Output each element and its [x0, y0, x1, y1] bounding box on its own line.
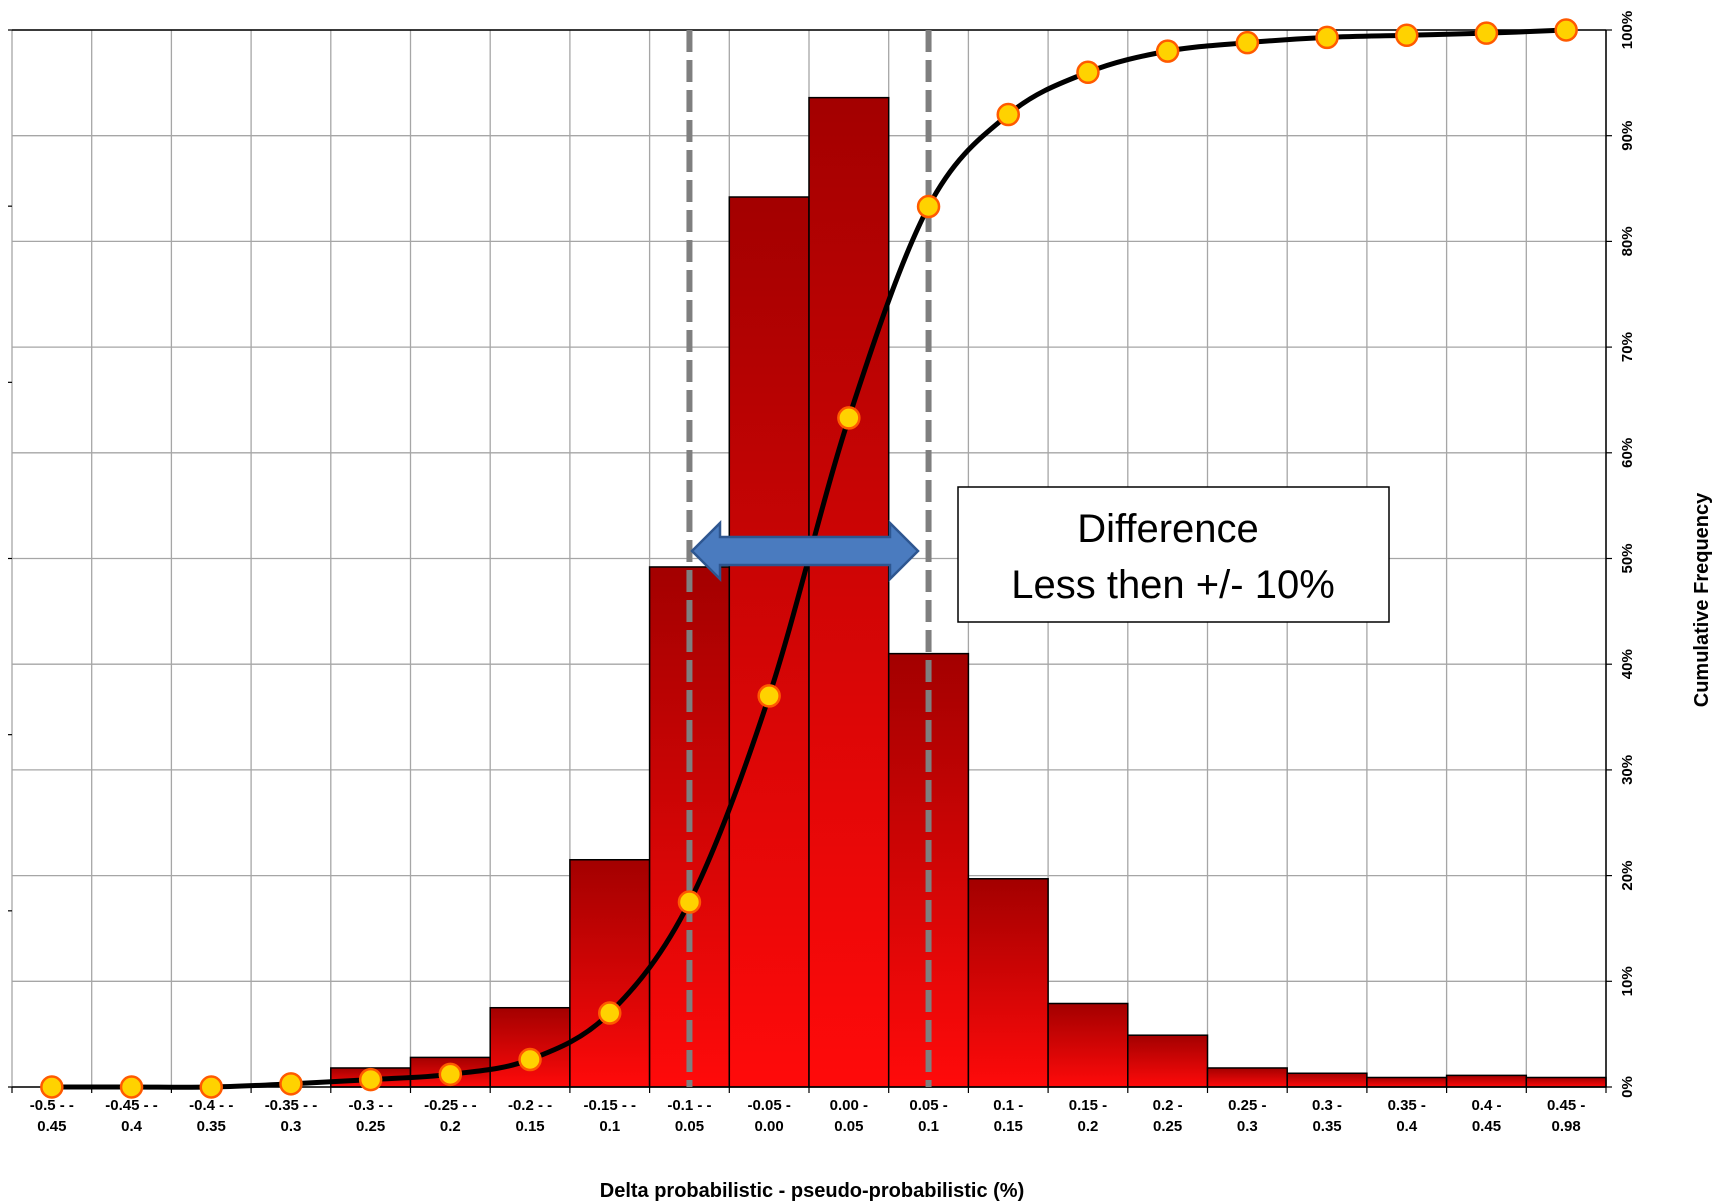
histogram-bar [1127, 1034, 1209, 1088]
y2-tick-label: 80% [1619, 226, 1636, 256]
x-axis-title: Delta probabilistic - pseudo-probabilist… [600, 1180, 1024, 1202]
y2-axis-title: Cumulative Frequency [1691, 492, 1713, 707]
y2-tick-label: 30% [1619, 755, 1636, 785]
x-tick-label: 0.25 - [1228, 1097, 1266, 1114]
cumulative-point [438, 1062, 463, 1087]
x-tick-label: 0.1 [918, 1118, 939, 1135]
cumulative-point [1235, 30, 1260, 55]
x-tick-label: 0.3 [281, 1118, 302, 1135]
x-tick-label: 0.00 - [830, 1097, 868, 1114]
x-tick-label: 0.05 [675, 1118, 704, 1135]
cumulative-point [358, 1067, 383, 1092]
x-tick-label: 0.2 [440, 1118, 461, 1135]
cumulative-point [1076, 60, 1100, 85]
x-tick-label: 0.3 - [1312, 1097, 1342, 1114]
histogram-bar [1525, 1076, 1607, 1088]
x-tick-label: 0.3 [1237, 1118, 1258, 1135]
double-arrow-shape [690, 519, 920, 583]
y2-tick-label: 60% [1619, 438, 1636, 468]
x-tick-label: 0.2 - [1153, 1097, 1183, 1114]
x-tick-label: 0.45 [1472, 1118, 1501, 1135]
axes [8, 29, 1612, 1093]
y2-tick-label: 20% [1619, 861, 1636, 891]
x-tick-label: 0.4 - [1471, 1097, 1501, 1114]
x-tick-label: -0.4 - - [189, 1097, 233, 1114]
annotation-line1: Difference [1077, 507, 1259, 551]
histogram-bar [569, 858, 651, 1088]
cumulative-point [837, 406, 861, 430]
tick-labels: -0.5 - - 0.45 -0.45 - - 0.4 -0.4 - - 0.35 -0.3… [30, 11, 1636, 1135]
cumulative-point [40, 1075, 64, 1099]
cumulative-point [518, 1047, 542, 1072]
x-tick-label: 0.05 [834, 1118, 863, 1135]
histogram-bar [808, 96, 890, 1088]
x-tick-label: 0.25 [1153, 1118, 1182, 1135]
histogram-bar [1206, 1067, 1288, 1088]
x-tick-label: 0.15 [515, 1118, 544, 1135]
cumulative-point [598, 1001, 622, 1025]
x-tick-label: -0.15 - - [583, 1097, 636, 1114]
x-tick-label: -0.5 - - [30, 1097, 74, 1114]
x-tick-label: 0.15 - [1069, 1097, 1107, 1114]
x-tick-label: -0.2 - - [508, 1097, 552, 1114]
y2-tick-label: 40% [1619, 649, 1636, 679]
y2-tick-label: 50% [1619, 543, 1636, 573]
histogram-bar [967, 878, 1049, 1088]
y2-tick-label: 10% [1619, 966, 1636, 996]
x-tick-label: 0.05 - [909, 1097, 947, 1114]
x-tick-label: -0.25 - - [424, 1097, 477, 1114]
x-tick-label: 0.98 [1552, 1118, 1581, 1135]
x-tick-label: 0.1 [599, 1118, 620, 1135]
cumulative-point [1554, 18, 1578, 42]
cumulative-point [1474, 21, 1499, 45]
annotation-line2: Less then +/- 10% [1011, 563, 1335, 607]
x-tick-label: -0.35 - - [265, 1097, 318, 1114]
annotation-box [957, 486, 1390, 623]
x-tick-label: 0.4 [121, 1118, 143, 1135]
x-tick-label: 0.1 - [993, 1097, 1023, 1114]
x-tick-label: 0.35 [1312, 1118, 1341, 1135]
cumulative-point [119, 1075, 144, 1099]
cumulative-point [279, 1072, 303, 1096]
x-tick-label: 0.45 [37, 1118, 66, 1135]
y2-tick-label: 70% [1619, 332, 1636, 362]
x-tick-label: 0.15 [994, 1118, 1023, 1135]
histogram-bar [728, 196, 810, 1088]
x-tick-label: -0.1 - - [667, 1097, 711, 1114]
cumulative-point [1395, 23, 1419, 48]
histogram-bar [1047, 1002, 1129, 1088]
x-tick-label: 0.4 [1396, 1118, 1418, 1135]
x-tick-label: 0.45 - [1547, 1097, 1585, 1114]
x-tick-label: 0.25 [356, 1118, 385, 1135]
cumulative-point [1155, 39, 1180, 63]
y2-tick-label: 90% [1619, 121, 1636, 151]
histogram-bar [1366, 1076, 1448, 1088]
histogram-bar [1445, 1074, 1528, 1088]
x-tick-label: 0.35 - [1388, 1097, 1426, 1114]
cumulative-point [1315, 25, 1339, 50]
double-arrow [690, 519, 920, 583]
cumulative-point [677, 890, 702, 914]
cumulative-point [916, 194, 941, 219]
x-tick-label: -0.05 - [747, 1097, 790, 1114]
x-tick-label: 0.35 [197, 1118, 226, 1135]
cumulative-point [199, 1075, 223, 1099]
cumulative-point [996, 102, 1020, 127]
histogram-bar [1286, 1072, 1368, 1088]
cumulative-point [757, 684, 781, 708]
x-tick-label: 0.00 [755, 1118, 784, 1135]
x-tick-label: 0.2 [1078, 1118, 1099, 1135]
x-tick-label: -0.3 - - [349, 1097, 393, 1114]
annotation: Difference Less then +/- 10% [957, 486, 1390, 623]
y2-tick-label: 0% [1619, 1076, 1636, 1098]
y2-tick-label: 100% [1619, 11, 1636, 49]
x-tick-label: -0.45 - - [105, 1097, 158, 1114]
